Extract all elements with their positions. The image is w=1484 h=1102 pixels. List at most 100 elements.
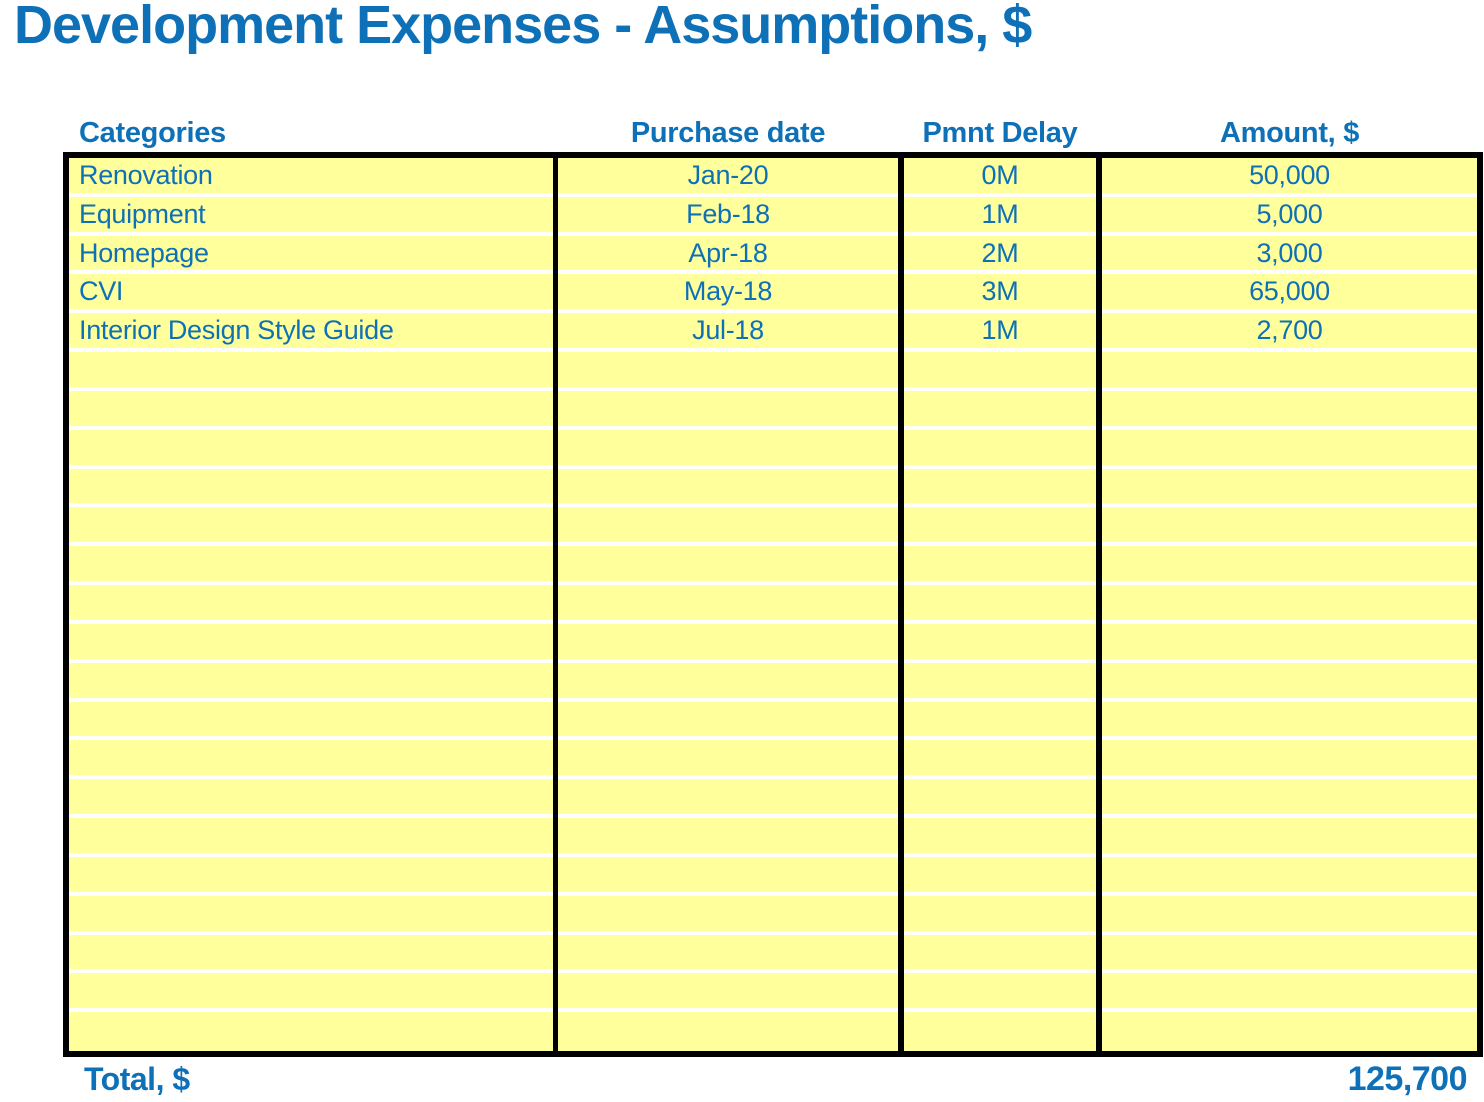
cell-r11-pmnt-delay[interactable] bbox=[904, 546, 1096, 586]
cell-r21-amount[interactable] bbox=[1102, 934, 1477, 974]
cell-r1-category[interactable]: Renovation bbox=[69, 158, 553, 197]
cell-r11-category[interactable] bbox=[69, 546, 553, 586]
cell-r19-category[interactable] bbox=[69, 856, 553, 896]
cell-r21-category[interactable] bbox=[69, 934, 553, 974]
cell-r22-amount[interactable] bbox=[1102, 973, 1477, 1013]
column-header-purchase-date: Purchase date bbox=[630, 116, 826, 149]
cell-r6-pmnt-delay[interactable] bbox=[904, 352, 1096, 391]
cell-r4-category[interactable]: CVI bbox=[69, 274, 553, 314]
cell-r23-category[interactable] bbox=[69, 1012, 553, 1051]
cell-r18-purchase-date[interactable] bbox=[558, 818, 898, 857]
cell-r3-purchase-date[interactable]: Apr-18 bbox=[558, 235, 898, 275]
cell-r23-purchase-date[interactable] bbox=[558, 1012, 898, 1051]
cell-r9-purchase-date[interactable] bbox=[558, 468, 898, 508]
cell-r7-pmnt-delay[interactable] bbox=[904, 390, 1096, 430]
cell-r2-category[interactable]: Equipment bbox=[69, 196, 553, 236]
cell-r13-amount[interactable] bbox=[1102, 623, 1477, 663]
cell-r18-category[interactable] bbox=[69, 818, 553, 857]
cell-r12-purchase-date[interactable] bbox=[558, 585, 898, 624]
cell-r14-category[interactable] bbox=[69, 662, 553, 702]
cell-r10-category[interactable] bbox=[69, 507, 553, 547]
cell-r10-amount[interactable] bbox=[1102, 507, 1477, 547]
cell-r17-category[interactable] bbox=[69, 779, 553, 819]
cell-r17-amount[interactable] bbox=[1102, 779, 1477, 819]
cell-r5-purchase-date[interactable]: Jul-18 bbox=[558, 313, 898, 353]
cell-r14-purchase-date[interactable] bbox=[558, 662, 898, 702]
cell-r4-purchase-date[interactable]: May-18 bbox=[558, 274, 898, 314]
cell-r14-amount[interactable] bbox=[1102, 662, 1477, 702]
cell-r16-purchase-date[interactable] bbox=[558, 740, 898, 780]
cell-r19-amount[interactable] bbox=[1102, 856, 1477, 896]
cell-r18-amount[interactable] bbox=[1102, 818, 1477, 857]
cell-r21-pmnt-delay[interactable] bbox=[904, 934, 1096, 974]
cell-r13-category[interactable] bbox=[69, 623, 553, 663]
cell-r3-amount[interactable]: 3,000 bbox=[1102, 235, 1477, 275]
cell-r17-purchase-date[interactable] bbox=[558, 779, 898, 819]
cell-r15-category[interactable] bbox=[69, 701, 553, 741]
cell-r11-amount[interactable] bbox=[1102, 546, 1477, 586]
cell-r12-pmnt-delay[interactable] bbox=[904, 585, 1096, 624]
cell-r15-purchase-date[interactable] bbox=[558, 701, 898, 741]
cell-r12-amount[interactable] bbox=[1102, 585, 1477, 624]
cell-r22-purchase-date[interactable] bbox=[558, 973, 898, 1013]
expense-table: Renovation Jan-20 0M 50,000 Equipment Feb-18 1… bbox=[63, 152, 1483, 1057]
cell-r1-pmnt-delay[interactable]: 0M bbox=[904, 158, 1096, 197]
cell-r23-pmnt-delay[interactable] bbox=[904, 1012, 1096, 1051]
cell-r13-purchase-date[interactable] bbox=[558, 623, 898, 663]
cell-r12-category[interactable] bbox=[69, 585, 553, 624]
cell-r14-pmnt-delay[interactable] bbox=[904, 662, 1096, 702]
cell-r16-category[interactable] bbox=[69, 740, 553, 780]
cell-r15-amount[interactable] bbox=[1102, 701, 1477, 741]
cell-r2-amount[interactable]: 5,000 bbox=[1102, 196, 1477, 236]
cell-r2-purchase-date[interactable]: Feb-18 bbox=[558, 196, 898, 236]
cell-r7-category[interactable] bbox=[69, 390, 553, 430]
cell-r9-amount[interactable] bbox=[1102, 468, 1477, 508]
cell-r20-category[interactable] bbox=[69, 895, 553, 935]
cell-r16-amount[interactable] bbox=[1102, 740, 1477, 780]
cell-r9-pmnt-delay[interactable] bbox=[904, 468, 1096, 508]
cell-r17-pmnt-delay[interactable] bbox=[904, 779, 1096, 819]
cell-r8-pmnt-delay[interactable] bbox=[904, 429, 1096, 469]
table-header-row: Categories Purchase date Pmnt Delay Amou… bbox=[69, 114, 1477, 152]
cell-r15-pmnt-delay[interactable] bbox=[904, 701, 1096, 741]
cell-r16-pmnt-delay[interactable] bbox=[904, 740, 1096, 780]
cell-r18-pmnt-delay[interactable] bbox=[904, 818, 1096, 857]
cell-r4-pmnt-delay[interactable]: 3M bbox=[904, 274, 1096, 314]
cell-r21-purchase-date[interactable] bbox=[558, 934, 898, 974]
page-title: Development Expenses - Assumptions, $ bbox=[14, 0, 1032, 55]
cell-r6-purchase-date[interactable] bbox=[558, 352, 898, 391]
cell-r8-purchase-date[interactable] bbox=[558, 429, 898, 469]
cell-r1-purchase-date[interactable]: Jan-20 bbox=[558, 158, 898, 197]
column-header-pmnt-delay: Pmnt Delay bbox=[922, 116, 1078, 149]
cell-r5-pmnt-delay[interactable]: 1M bbox=[904, 313, 1096, 353]
cell-r13-pmnt-delay[interactable] bbox=[904, 623, 1096, 663]
cell-r23-amount[interactable] bbox=[1102, 1012, 1477, 1051]
cell-r2-pmnt-delay[interactable]: 1M bbox=[904, 196, 1096, 236]
cell-r5-category[interactable]: Interior Design Style Guide bbox=[69, 313, 553, 353]
cell-r6-category[interactable] bbox=[69, 352, 553, 391]
cell-r20-purchase-date[interactable] bbox=[558, 895, 898, 935]
cell-r8-amount[interactable] bbox=[1102, 429, 1477, 469]
expense-table-grid: Renovation Jan-20 0M 50,000 Equipment Feb-18 1… bbox=[69, 158, 1477, 1051]
cell-r6-amount[interactable] bbox=[1102, 352, 1477, 391]
cell-r7-purchase-date[interactable] bbox=[558, 390, 898, 430]
cell-r20-amount[interactable] bbox=[1102, 895, 1477, 935]
cell-r7-amount[interactable] bbox=[1102, 390, 1477, 430]
cell-r9-category[interactable] bbox=[69, 468, 553, 508]
cell-r1-amount[interactable]: 50,000 bbox=[1102, 158, 1477, 197]
cell-r3-pmnt-delay[interactable]: 2M bbox=[904, 235, 1096, 275]
cell-r10-pmnt-delay[interactable] bbox=[904, 507, 1096, 547]
column-divider bbox=[898, 158, 904, 1051]
cell-r3-category[interactable]: Homepage bbox=[69, 235, 553, 275]
cell-r22-pmnt-delay[interactable] bbox=[904, 973, 1096, 1013]
cell-r22-category[interactable] bbox=[69, 973, 553, 1013]
cell-r19-purchase-date[interactable] bbox=[558, 856, 898, 896]
cell-r8-category[interactable] bbox=[69, 429, 553, 469]
cell-r11-purchase-date[interactable] bbox=[558, 546, 898, 586]
cell-r5-amount[interactable]: 2,700 bbox=[1102, 313, 1477, 353]
cell-r4-amount[interactable]: 65,000 bbox=[1102, 274, 1477, 314]
cell-r19-pmnt-delay[interactable] bbox=[904, 856, 1096, 896]
cell-r10-purchase-date[interactable] bbox=[558, 507, 898, 547]
cell-r20-pmnt-delay[interactable] bbox=[904, 895, 1096, 935]
